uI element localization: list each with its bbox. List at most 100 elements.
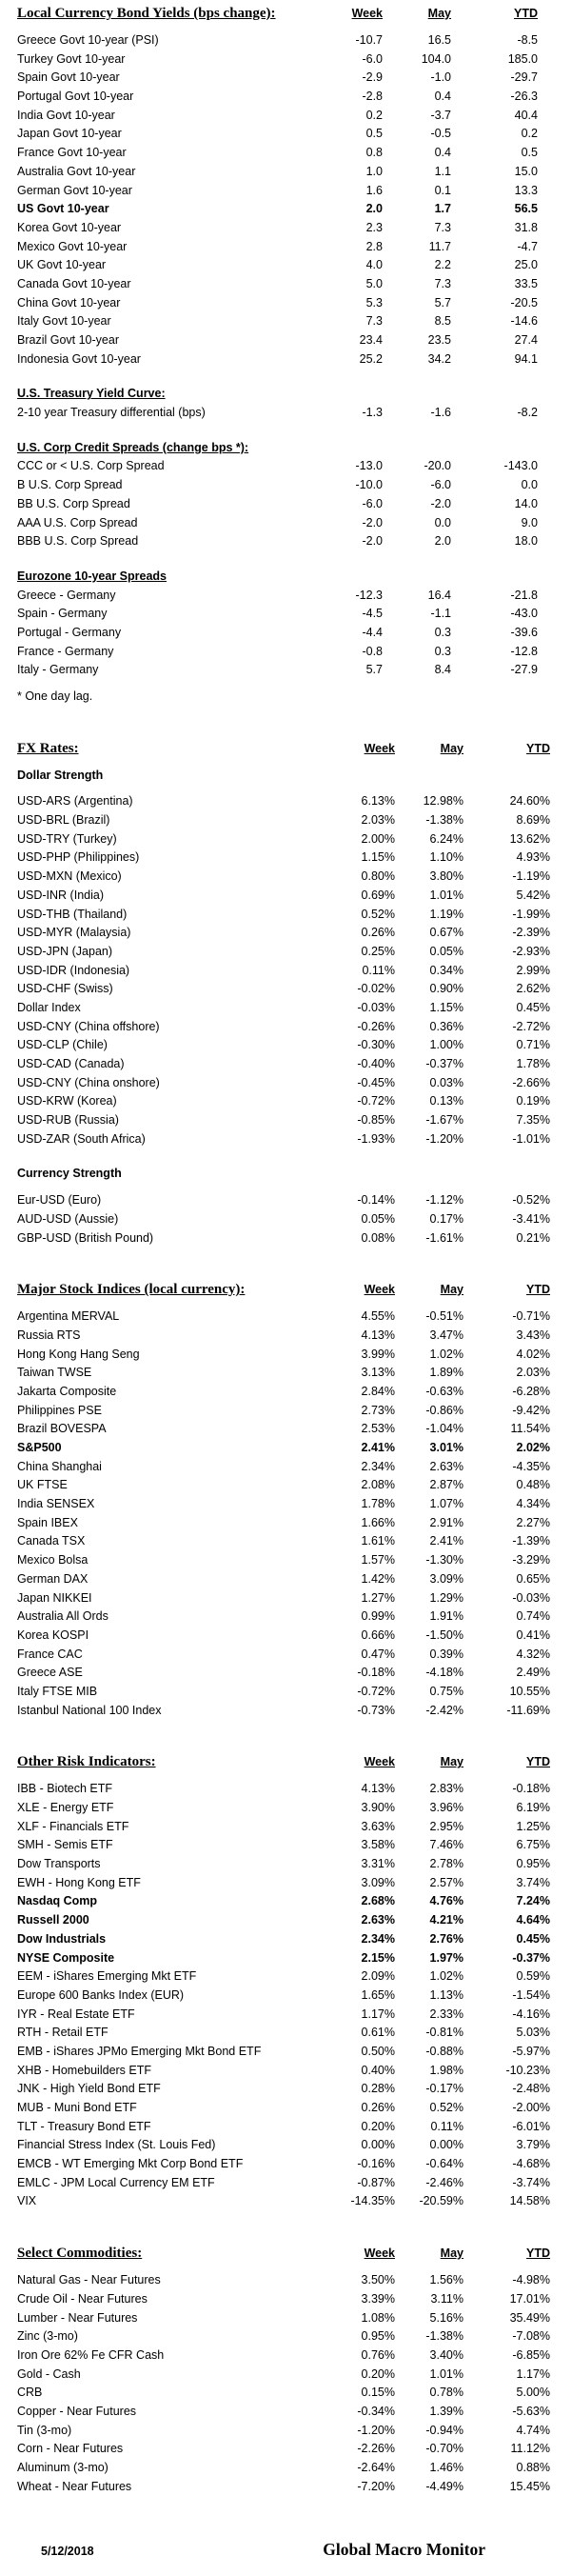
row-label: Nasdaq Comp [17,1894,98,1908]
table-row: Italy - Germany 5.7 8.4 -27.9 [17,661,550,680]
value-ytd: 7.24% [516,1894,550,1908]
value-ytd: -1.54% [512,1987,550,2002]
row-label: USD-CNY (China onshore) [17,1075,160,1089]
value-may: -1.30% [425,1553,464,1568]
subsection-title: Currency Strength [17,1167,122,1181]
table-row: USD-CNY (China offshore) -0.26% 0.36% -2.72… [17,1018,550,1037]
row-label: Taiwan TWSE [17,1366,92,1380]
row-label: USD-THB (Thailand) [17,907,128,921]
table-row: EEM - iShares Emerging Mkt ETF 2.09% 1.02%… [17,1967,550,1987]
row-label: Dow Transports [17,1857,101,1871]
table-row: EMB - iShares JPMo Emerging Mkt Bond ETF… [17,2043,550,2062]
value-week: 25.2 [359,351,383,366]
value-may: -3.7 [430,108,451,122]
row-label: Spain - Germany [17,607,108,621]
table-row: IYR - Real Estate ETF 1.17% 2.33% -4.16% [17,2006,550,2025]
value-week: 6.13% [361,794,395,809]
value-week: 0.15% [361,2386,395,2400]
row-label: USD-ARS (Argentina) [17,794,133,809]
value-week: 2.84% [361,1384,395,1398]
row-label: Natural Gas - Near Futures [17,2273,161,2287]
value-may: 23.5 [427,333,451,347]
row-label: UK Govt 10-year [17,258,107,272]
value-may: 2.0 [434,534,451,549]
value-may: 16.4 [427,588,451,602]
table-row: CRB 0.15% 0.78% 5.00% [17,2384,550,2403]
row-label: Italy FTSE MIB [17,1684,98,1698]
table-row: GBP-USD (British Pound) 0.08% -1.61% 0.21% [17,1229,550,1248]
value-week: 1.0 [365,164,383,178]
value-week: -2.0 [362,515,383,529]
value-may: 1.46% [429,2461,464,2474]
column-header-ytd: YTD [526,1283,550,1297]
report-footer: 5/12/2018 Global Macro Monitor [17,2540,550,2560]
value-ytd: 11.54% [510,1422,550,1436]
value-ytd: -4.68% [512,2157,550,2171]
value-may: 1.15% [429,1000,464,1014]
value-may: -0.81% [425,2026,464,2040]
value-ytd: 1.17% [516,2366,550,2381]
table-row: German DAX 1.42% 3.09% 0.65% [17,1570,550,1589]
table-row: USD-THB (Thailand) 0.52% 1.19% -1.99% [17,906,550,925]
table-row: USD-KRW (Korea) -0.72% 0.13% 0.19% [17,1092,550,1111]
value-ytd: 0.5 [521,146,538,160]
report-sections: Local Currency Bond Yields (bps change):… [17,6,550,2496]
report-brand: Global Macro Monitor [323,2540,485,2560]
row-label: EEM - iShares Emerging Mkt ETF [17,1969,197,1984]
row-label: Japan NIKKEI [17,1590,92,1605]
value-ytd: 4.02% [516,1347,550,1361]
row-label: USD-IDR (Indonesia) [17,963,130,977]
table-row: CCC or < U.S. Corp Spread -13.0 -20.0 -143.… [17,457,550,476]
value-ytd: -27.9 [510,663,539,677]
table-row: IBB - Biotech ETF 4.13% 2.83% -0.18% [17,1780,550,1799]
row-label: Indonesia Govt 10-year [17,351,141,366]
value-week: 0.40% [361,2063,395,2077]
row-label: France CAC [17,1647,83,1661]
row-label: BB U.S. Corp Spread [17,496,130,510]
value-week: 2.15% [361,1950,395,1965]
column-header-week: Week [351,7,383,20]
row-label: Portugal - Germany [17,625,122,639]
value-ytd: -0.03% [512,1590,550,1605]
value-week: -2.0 [362,534,383,549]
table-row: Japan Govt 10-year 0.5 -0.5 0.2 [17,125,550,144]
table-row: Eur-USD (Euro) -0.14% -1.12% -0.52% [17,1191,550,1210]
value-ytd: 0.45% [516,1931,550,1946]
value-may: -2.0 [430,496,451,510]
value-week: -10.7 [355,33,384,47]
row-label: IBB - Biotech ETF [17,1782,113,1796]
value-ytd: 0.48% [516,1478,550,1492]
row-label: Australia Govt 10-year [17,164,136,178]
row-label: AUD-USD (Aussie) [17,1211,119,1226]
section-stock-indices: Major Stock Indices (local currency): Wee… [17,1282,550,1720]
value-may: 3.09% [429,1571,464,1586]
value-ytd: 94.1 [514,351,538,366]
value-ytd: 35.49% [509,2310,550,2325]
table-row: UK Govt 10-year 4.0 2.2 25.0 [17,256,550,275]
value-ytd: -5.97% [512,2044,550,2058]
value-week: 2.3 [365,220,383,234]
row-label: USD-CHF (Swiss) [17,982,113,996]
value-week: 4.0 [365,258,383,272]
value-may: 3.40% [429,2347,464,2362]
table-row: Financial Stress Index (St. Louis Fed) 0.… [17,2136,550,2155]
table-row: USD-TRY (Turkey) 2.00% 6.24% 13.62% [17,830,550,849]
table-row: Korea KOSPI 0.66% -1.50% 0.41% [17,1627,550,1646]
value-may: -2.42% [425,1703,464,1717]
row-label: USD-CLP (Chile) [17,1038,108,1052]
row-label: USD-MYR (Malaysia) [17,926,131,940]
table-row: Spain Govt 10-year -2.9 -1.0 -29.7 [17,69,550,88]
value-may: -1.38% [425,813,464,828]
value-ytd: 4.64% [516,1913,550,1927]
table-row: Zinc (3-mo) 0.95% -1.38% -7.08% [17,2327,550,2346]
row-label: Corn - Near Futures [17,2442,124,2456]
value-week: -12.3 [355,588,384,602]
value-ytd: -2.48% [512,2082,550,2096]
value-week: 2.03% [361,813,395,828]
value-week: 3.31% [361,1857,395,1871]
value-week: 1.6 [365,183,383,197]
row-label: Tin (3-mo) [17,2423,72,2437]
value-may: 1.00% [429,1038,464,1052]
value-ytd: 4.93% [516,850,550,865]
value-week: -0.85% [357,1113,395,1128]
